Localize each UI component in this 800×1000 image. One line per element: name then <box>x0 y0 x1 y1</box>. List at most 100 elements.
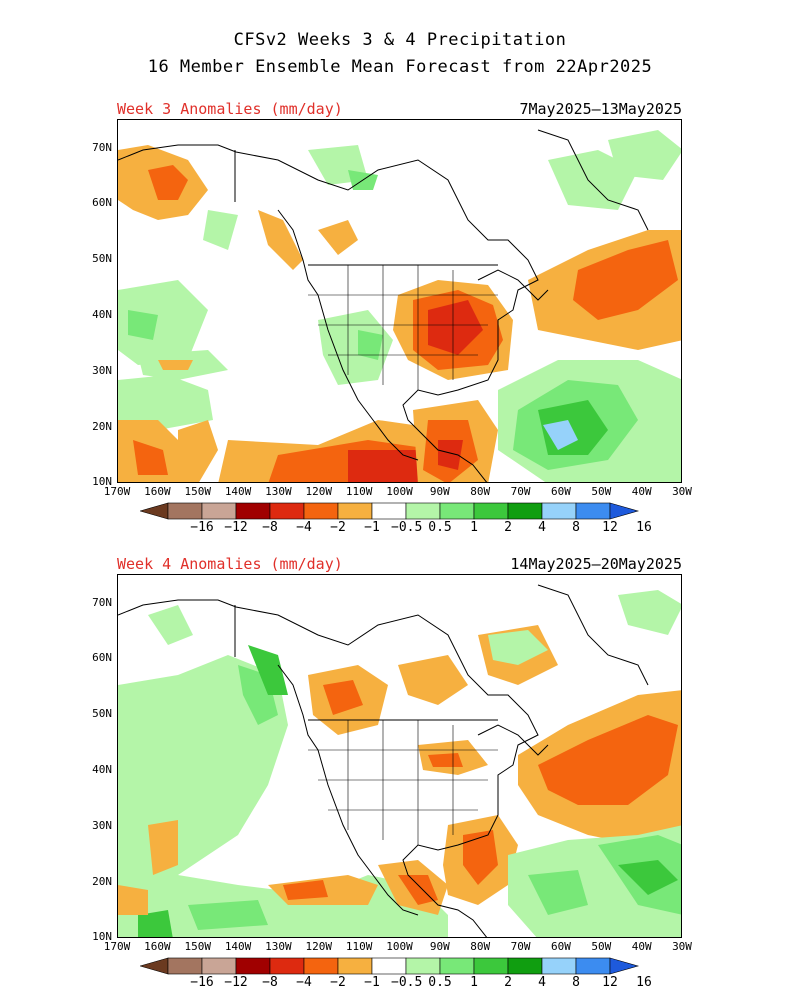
colorbar-label: 2 <box>504 520 512 535</box>
lat-label: 70N <box>92 596 112 609</box>
lat-label: 70N <box>92 141 112 154</box>
colorbar-swatch <box>167 957 203 975</box>
colorbar-swatch <box>575 502 611 520</box>
colorbar-swatch <box>575 957 611 975</box>
colorbar-label: 16 <box>636 520 652 535</box>
lon-label: 40W <box>631 940 652 953</box>
lon-label: 70W <box>510 485 531 498</box>
lat-label: 10N <box>92 930 112 943</box>
colorbar-swatch <box>269 957 305 975</box>
lat-label: 60N <box>92 196 112 209</box>
lon-label: 140W <box>224 940 252 953</box>
lat-label: 40N <box>92 763 112 776</box>
week4-colorbar-swatches <box>138 957 640 975</box>
page-title: CFSv2 Weeks 3 & 4 Precipitation <box>233 30 567 50</box>
colorbar-swatch <box>303 502 339 520</box>
colorbar-label: −12 <box>224 520 248 535</box>
lon-label: 30W <box>672 940 692 953</box>
lon-label: 110W <box>345 940 373 953</box>
colorbar-label: 12 <box>602 520 618 535</box>
lon-label: 150W <box>184 485 211 498</box>
colorbar-swatch <box>507 502 543 520</box>
week3-coastlines <box>118 129 649 482</box>
lon-label: 80W <box>470 485 491 498</box>
lon-label: 80W <box>470 940 491 953</box>
lat-label: 50N <box>92 707 112 720</box>
lat-label: 50N <box>92 252 112 265</box>
colorbar-label: 2 <box>504 975 512 990</box>
colorbar-label: 0.5 <box>428 975 452 990</box>
week4-dates: 14May2025–20May2025 <box>510 555 682 573</box>
lon-label: 50W <box>591 940 612 953</box>
lon-label: 50W <box>591 485 612 498</box>
colorbar-max-arrow <box>609 502 640 520</box>
week3-label: Week 3 Anomalies (mm/day) <box>117 100 343 118</box>
colorbar-label: 1 <box>470 520 478 535</box>
colorbar-label: −8 <box>262 520 278 535</box>
colorbar-swatch <box>541 502 577 520</box>
colorbar-label: −2 <box>330 975 346 990</box>
colorbar-label: −4 <box>296 520 312 535</box>
week3-dates: 7May2025–13May2025 <box>519 100 682 118</box>
colorbar-swatch <box>541 957 577 975</box>
lat-label: 10N <box>92 475 112 488</box>
colorbar-label: −8 <box>262 975 278 990</box>
lat-label: 60N <box>92 651 112 664</box>
colorbar-swatch <box>371 957 407 975</box>
lon-label: 160W <box>144 485 171 498</box>
colorbar-label: −12 <box>224 975 248 990</box>
week4-colorbar <box>138 957 660 979</box>
lat-label: 40N <box>92 308 112 321</box>
colorbar-label: −4 <box>296 975 312 990</box>
colorbar-label: −0.5 <box>391 520 423 535</box>
lon-label: 110W <box>345 485 373 498</box>
lon-label: 30W <box>672 485 692 498</box>
colorbar-swatch <box>201 957 237 975</box>
colorbar-swatch <box>303 957 339 975</box>
week3-colorbar-swatches <box>138 502 640 520</box>
lon-label: 100W <box>386 940 413 953</box>
colorbar-swatch <box>337 957 373 975</box>
lon-label: 130W <box>265 940 292 953</box>
week4-map <box>117 574 682 938</box>
colorbar-swatch <box>337 502 373 520</box>
lat-label: 20N <box>92 875 112 888</box>
lon-label: 70W <box>510 940 531 953</box>
lon-label: 60W <box>550 485 571 498</box>
week3-map <box>117 119 682 483</box>
colorbar-swatch <box>473 957 509 975</box>
colorbar-label: 8 <box>572 975 580 990</box>
lon-label: 120W <box>305 485 333 498</box>
colorbar-label: −1 <box>364 520 380 535</box>
colorbar-label: 8 <box>572 520 580 535</box>
lon-label: 160W <box>144 940 171 953</box>
lon-label: 60W <box>550 940 571 953</box>
colorbar-swatch <box>473 502 509 520</box>
lon-label: 100W <box>386 485 413 498</box>
colorbar-min-arrow <box>138 957 169 975</box>
week4-shading <box>118 590 681 937</box>
colorbar-label: −0.5 <box>391 975 423 990</box>
colorbar-swatch <box>167 502 203 520</box>
colorbar-label: 0.5 <box>428 520 452 535</box>
lat-label: 20N <box>92 420 112 433</box>
colorbar-swatch <box>235 502 271 520</box>
colorbar-swatch <box>201 502 237 520</box>
colorbar-min-arrow <box>138 502 169 520</box>
week4-state-lines <box>308 720 498 845</box>
colorbar-label: 12 <box>602 975 618 990</box>
colorbar-swatch <box>439 957 475 975</box>
colorbar-swatch <box>439 502 475 520</box>
colorbar-swatch <box>371 502 407 520</box>
lon-label: 150W <box>184 940 211 953</box>
lon-label: 120W <box>305 940 333 953</box>
week3-state-lines <box>308 265 498 390</box>
colorbar-swatch <box>405 502 441 520</box>
week3-shading <box>118 130 681 482</box>
colorbar-swatch <box>405 957 441 975</box>
colorbar-label: 16 <box>636 975 652 990</box>
lon-label: 90W <box>429 940 450 953</box>
colorbar-swatch <box>269 502 305 520</box>
colorbar-label: −1 <box>364 975 380 990</box>
lat-label: 30N <box>92 364 112 377</box>
